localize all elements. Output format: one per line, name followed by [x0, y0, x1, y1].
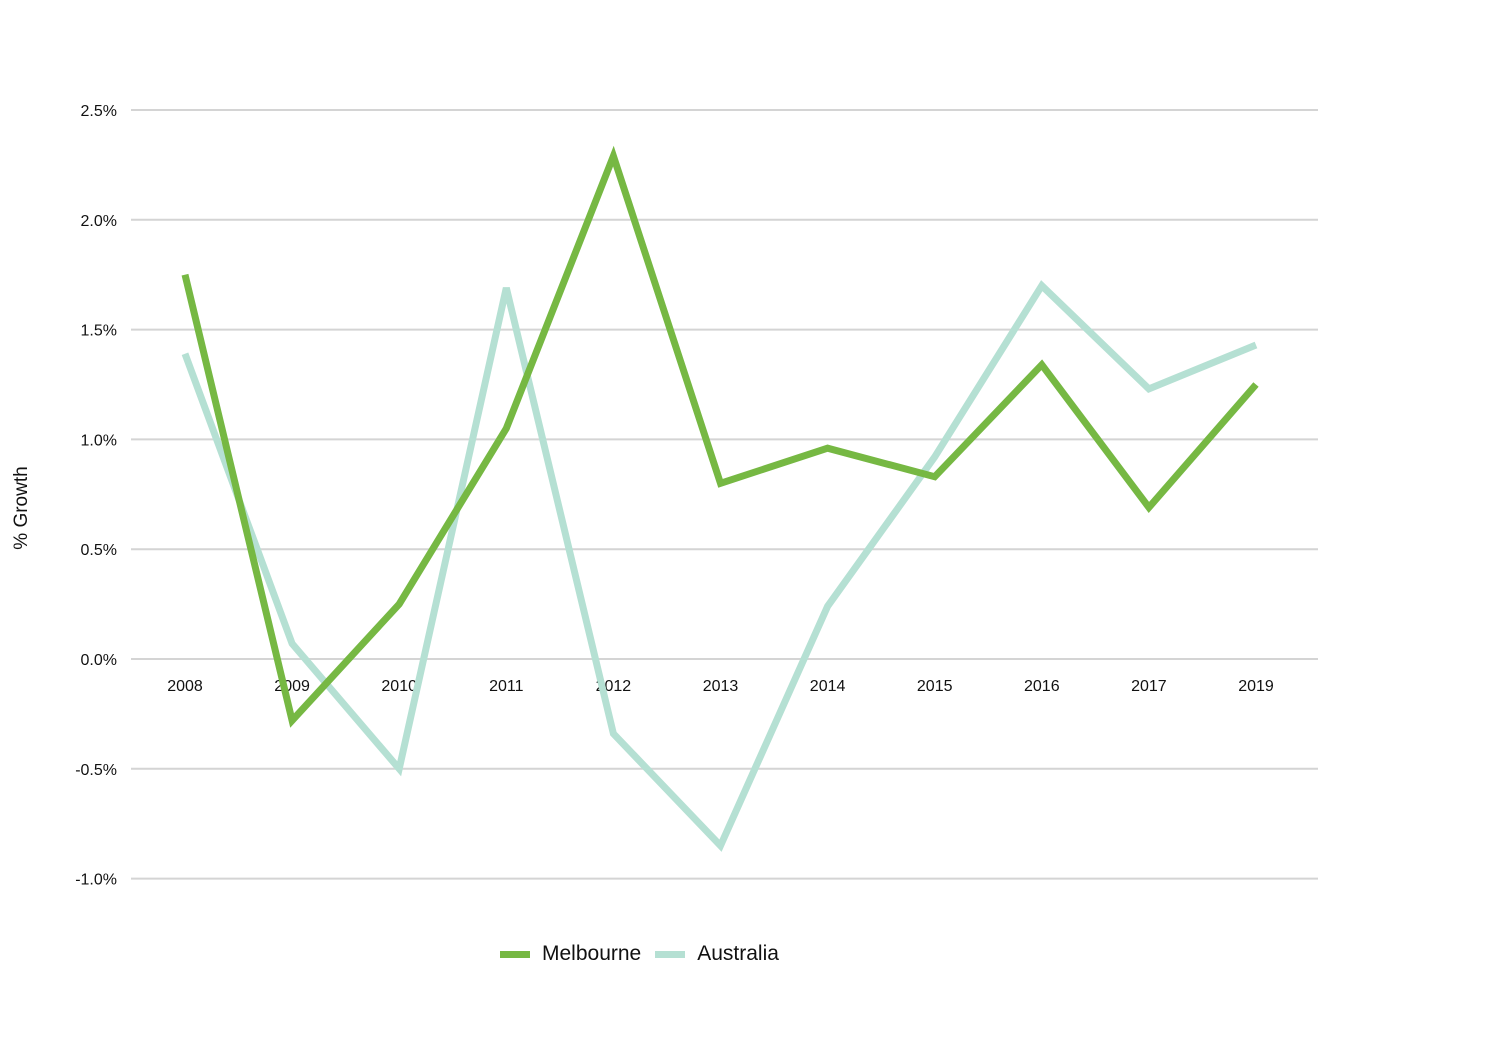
y-tick-label: 1.0%: [81, 432, 117, 449]
y-tick-label: 0.5%: [81, 542, 117, 559]
legend-swatch-melbourne: [500, 950, 530, 958]
x-tick-label: 2014: [810, 678, 846, 695]
legend-swatch-australia: [655, 950, 686, 958]
x-tick-label: 2016: [1024, 678, 1060, 695]
x-tick-label: 2010: [381, 678, 417, 695]
legend-item-australia: Australia: [655, 942, 779, 966]
series-lines: [181, 145, 1259, 852]
y-tick-label: 2.5%: [81, 103, 117, 120]
y-axis-label: % Growth: [11, 466, 32, 550]
y-tick-label: -1.0%: [75, 872, 117, 889]
y-tick-label: 1.5%: [81, 323, 117, 340]
y-tick-label: 0.0%: [81, 652, 117, 669]
x-tick-label: 2011: [489, 678, 524, 695]
x-tick-label: 2019: [1238, 678, 1274, 695]
legend-item-melbourne: Melbourne: [500, 942, 641, 966]
legend: Melbourne Australia: [500, 942, 793, 966]
y-axis-ticks: 2.5% 2.0% 1.5% 1.0% 0.5% 0.0% -0.5% -1.0%: [75, 103, 117, 889]
gridlines: [131, 109, 1318, 880]
x-tick-label: 2008: [167, 678, 203, 695]
series-line-australia: [181, 280, 1258, 852]
x-tick-label: 2017: [1131, 678, 1167, 695]
legend-label-melbourne: Melbourne: [542, 942, 642, 965]
x-tick-label: 2013: [703, 678, 739, 695]
legend-label-australia: Australia: [697, 942, 779, 965]
y-tick-label: 2.0%: [81, 213, 117, 230]
series-line-melbourne: [181, 145, 1259, 728]
x-tick-label: 2015: [917, 678, 953, 695]
y-tick-label: -0.5%: [75, 762, 117, 779]
